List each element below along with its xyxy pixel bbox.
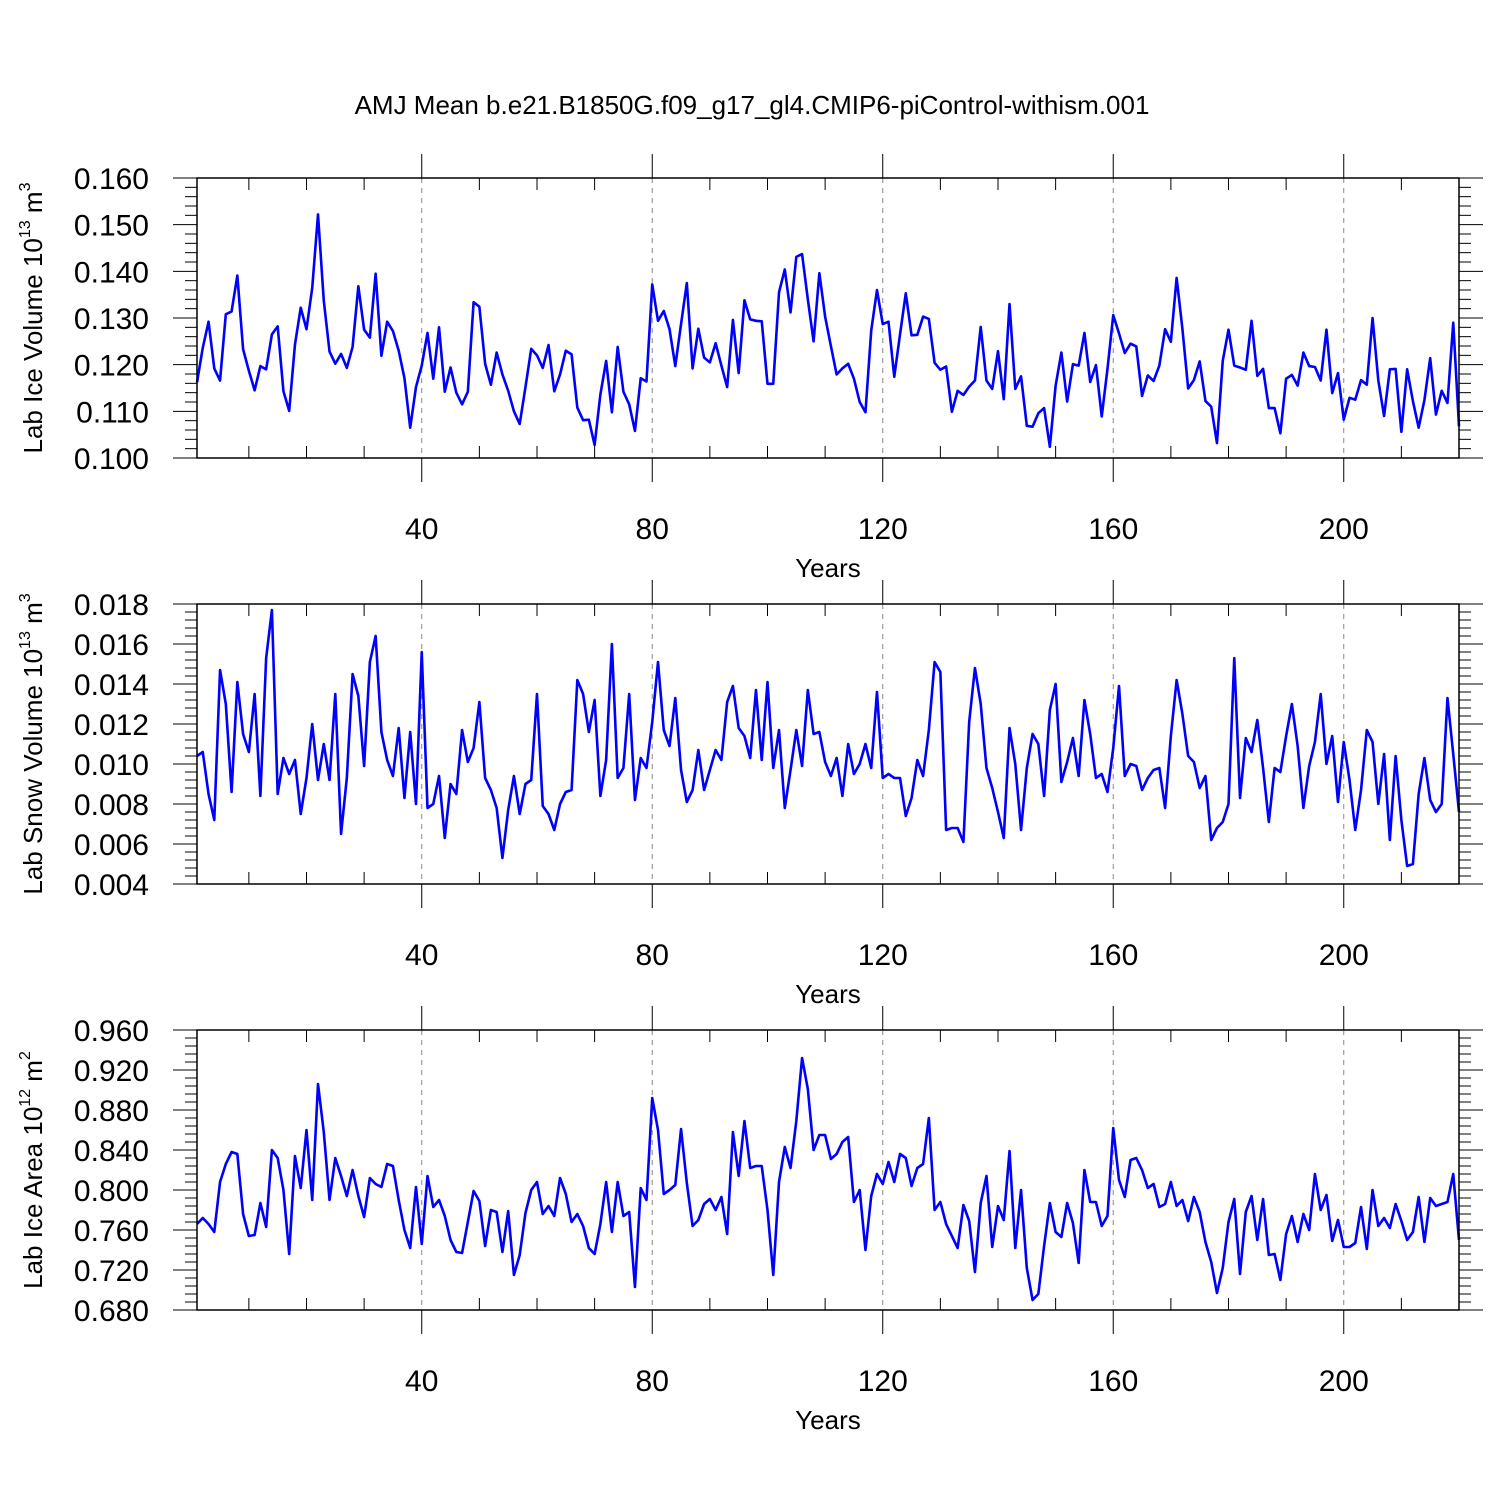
- plot-frame: [196, 177, 1460, 459]
- y-tick-label: 0.800: [74, 1175, 149, 1208]
- y-tick-label: 0.120: [74, 350, 149, 383]
- y-tick-label: 0.014: [74, 669, 149, 702]
- series-line: [196, 1056, 1461, 1302]
- panel-lab-ice-volume: 40 80 120 160 200 0.100 0.110 0.120 0.130 0.140 0.…: [17, 154, 1483, 583]
- x-tick-label: 40: [405, 513, 438, 546]
- y-axis-label-unit-exponent: 3: [17, 593, 34, 602]
- x-axis-label: Years: [795, 1405, 861, 1435]
- y-tick-label: 0.840: [74, 1135, 149, 1168]
- y-tick-label: 0.160: [74, 163, 149, 196]
- y-axis-label-exponent: 12: [17, 1089, 34, 1107]
- y-axis-label-unit-exponent: 3: [17, 182, 34, 191]
- y-tick-label: 0.006: [74, 829, 149, 862]
- y-tick-label: 0.008: [74, 789, 149, 822]
- y-axis-label-unit: m: [18, 191, 48, 220]
- x-tick-label: 80: [636, 939, 669, 972]
- y-axis-label-exponent: 13: [17, 631, 34, 649]
- y-tick-label: 0.140: [74, 256, 149, 289]
- y-tick-label: 0.880: [74, 1095, 149, 1128]
- x-tick-label: 200: [1319, 939, 1369, 972]
- y-tick-label: 0.150: [74, 210, 149, 243]
- y-tick-label: 0.680: [74, 1295, 149, 1328]
- plot-frame: [196, 603, 1460, 885]
- y-tick-label: 0.110: [76, 396, 149, 429]
- x-tick-label: 120: [858, 939, 908, 972]
- x-axis-label: Years: [795, 979, 861, 1009]
- x-tick-label: 200: [1319, 513, 1369, 546]
- y-tick-label: 0.016: [74, 629, 149, 662]
- y-axis-label: Lab Snow Volume 1013 m3: [17, 593, 48, 894]
- panel-lab-snow-volume: 40 80 120 160 200 0.004 0.006 0.008 0.010 0.012 0.…: [17, 580, 1483, 1009]
- y-tick-label: 0.130: [74, 303, 149, 336]
- y-axis-label-unit-exponent: 2: [17, 1051, 34, 1060]
- y-tick-label: 0.018: [74, 589, 149, 622]
- series-line: [196, 608, 1461, 868]
- y-tick-label: 0.010: [74, 749, 149, 782]
- y-axis-label-unit: m: [18, 1060, 48, 1089]
- y-tick-label: 0.100: [74, 443, 149, 476]
- y-tick-label: 0.760: [74, 1215, 149, 1248]
- x-tick-label: 40: [405, 939, 438, 972]
- x-tick-label: 80: [636, 1365, 669, 1398]
- x-tick-label: 120: [858, 513, 908, 546]
- x-tick-label: 160: [1088, 513, 1138, 546]
- y-tick-label: 0.920: [74, 1055, 149, 1088]
- y-axis-label-exponent: 13: [17, 220, 34, 238]
- y-axis-label-main: Lab Ice Volume 10: [18, 238, 48, 453]
- y-tick-label: 0.960: [74, 1015, 149, 1048]
- x-axis-label: Years: [795, 553, 861, 583]
- panel-lab-ice-area: 40 80 120 160 200 0.680 0.720 0.760 0.800 0.840 0.…: [17, 1006, 1483, 1435]
- plot-frame: [196, 1029, 1460, 1311]
- y-tick-label: 0.720: [74, 1255, 149, 1288]
- y-tick-label: 0.004: [74, 869, 149, 902]
- y-axis-label-main: Lab Snow Volume 10: [18, 649, 48, 895]
- y-tick-label: 0.012: [74, 709, 149, 742]
- figure-title: AMJ Mean b.e21.B1850G.f09_g17_gl4.CMIP6-…: [355, 90, 1150, 120]
- x-tick-label: 200: [1319, 1365, 1369, 1398]
- series-line: [195, 213, 1461, 449]
- x-tick-label: 120: [858, 1365, 908, 1398]
- y-axis-label-unit: m: [18, 602, 48, 631]
- x-tick-label: 160: [1088, 1365, 1138, 1398]
- y-axis-label: Lab Ice Volume 1013 m3: [17, 182, 48, 453]
- y-axis-label-main: Lab Ice Area 10: [18, 1107, 48, 1289]
- y-axis-label: Lab Ice Area 1012 m2: [17, 1051, 48, 1289]
- x-tick-label: 160: [1088, 939, 1138, 972]
- x-tick-label: 80: [636, 513, 669, 546]
- x-tick-label: 40: [405, 1365, 438, 1398]
